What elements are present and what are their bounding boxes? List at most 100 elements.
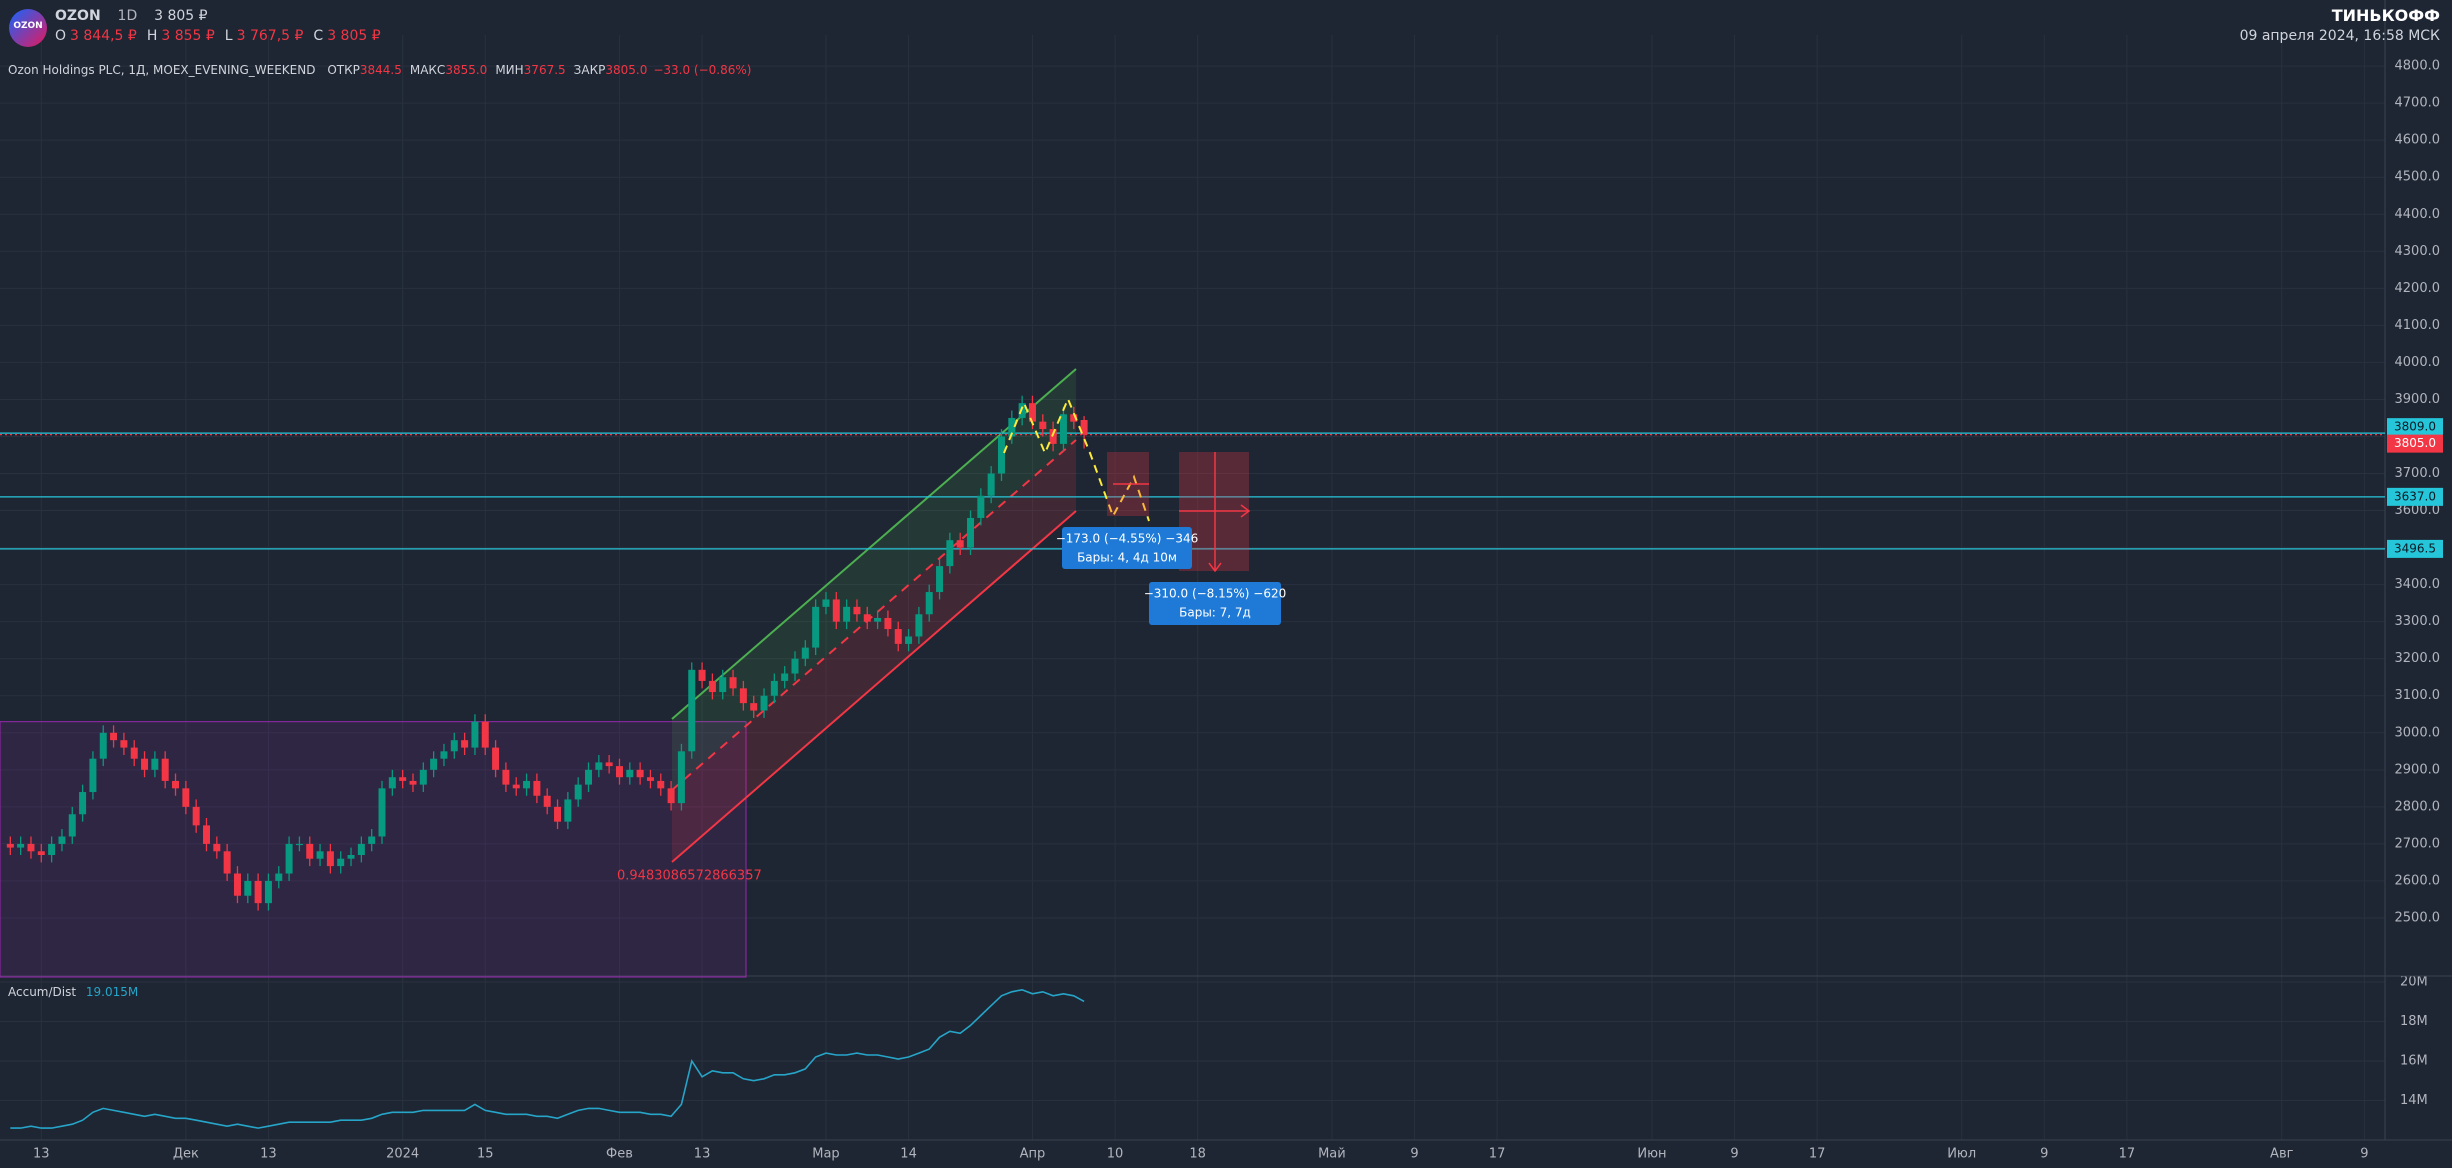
candle-body: [337, 858, 345, 867]
indicator-tick-label: 16M: [2400, 1053, 2428, 1068]
price-label-bg: [2387, 539, 2443, 558]
candle-body: [750, 703, 758, 711]
x-tick-label: Апр: [1020, 1147, 1046, 1162]
logo: OZON: [9, 9, 47, 47]
candle-body: [894, 629, 902, 644]
candle-body: [481, 721, 489, 748]
range-box: [0, 721, 747, 978]
candle-body: [801, 647, 809, 659]
candle-body: [182, 788, 190, 807]
candle-body: [574, 784, 582, 800]
candle-body: [843, 606, 851, 622]
legend-value: 3855.0: [445, 63, 488, 77]
candle-body: [440, 751, 448, 759]
candle-body: [233, 873, 241, 896]
candle-body: [419, 769, 427, 785]
candle-body: [967, 517, 975, 548]
x-tick-label: 9: [2360, 1147, 2368, 1162]
channel-fill-upper: [672, 369, 1076, 790]
candle-body: [347, 855, 355, 859]
candle-body: [739, 688, 747, 704]
candle-body: [110, 732, 118, 741]
indicator-tick-label: 20M: [2400, 974, 2428, 989]
candle-body: [667, 788, 675, 804]
measure-label-bg: [1062, 527, 1192, 569]
y-tick-label: 3400.0: [2395, 577, 2441, 592]
candle-body: [99, 732, 107, 759]
candle-body: [161, 758, 169, 781]
candle-body: [1008, 417, 1016, 437]
candle-body: [492, 747, 500, 770]
candle-body: [17, 843, 25, 848]
indicator-name: Accum/Dist: [8, 985, 77, 999]
channel-fill-lower: [672, 440, 1076, 862]
candle-body: [295, 843, 303, 846]
candle-body: [512, 784, 520, 789]
candle-body: [357, 843, 365, 855]
y-tick-label: 4400.0: [2395, 207, 2441, 222]
x-tick-label: 17: [1489, 1147, 1506, 1162]
candle-body: [636, 769, 644, 778]
candle-body: [688, 669, 696, 752]
candle-body: [977, 495, 985, 518]
indicator-legend: Accum/Dist 19.015M: [8, 985, 138, 999]
y-tick-label: 4000.0: [2395, 355, 2441, 370]
legend: Ozon Holdings PLC, 1Д, MOEX_EVENING_WEEK…: [8, 63, 751, 77]
candle-body: [172, 780, 180, 789]
measure-change: −173.0 (−4.55%) −346: [1056, 532, 1199, 546]
candle-body: [48, 843, 56, 855]
x-tick-label: 13: [694, 1147, 711, 1162]
y-tick-label: 4500.0: [2395, 170, 2441, 185]
ohlc-key: L: [224, 28, 233, 44]
ohlc-value: 3 805 ₽: [327, 28, 381, 44]
price: 3 805 ₽: [154, 8, 208, 24]
y-tick-label: 4200.0: [2395, 281, 2441, 296]
brand: ТИНЬКОФФ: [2331, 6, 2440, 25]
legend-change: −33.0 (−0.86%): [653, 63, 752, 77]
candle-body: [615, 766, 623, 778]
symbol: OZON: [55, 8, 101, 24]
candle-body: [37, 851, 45, 855]
indicator-value: 19.015M: [85, 985, 139, 999]
candle-body: [275, 873, 283, 881]
y-tick-label: 4700.0: [2395, 96, 2441, 111]
measure-change: −310.0 (−8.15%) −620: [1144, 587, 1287, 601]
candle-body: [120, 740, 128, 748]
y-tick-label: 3900.0: [2395, 392, 2441, 407]
candle-body: [368, 836, 376, 844]
candle-body: [502, 769, 510, 785]
legend-key: ЗАКР: [573, 63, 606, 77]
candle-body: [388, 777, 396, 789]
candle-body: [450, 740, 458, 752]
x-tick-label: 10: [1107, 1147, 1124, 1162]
candle-body: [1059, 414, 1067, 444]
candle-body: [729, 677, 737, 689]
candle-body: [874, 617, 882, 622]
y-tick-label: 3700.0: [2395, 466, 2441, 481]
candle-body: [863, 614, 871, 622]
x-tick-label: Мар: [812, 1147, 839, 1162]
candle-body: [1070, 414, 1078, 422]
measure-label-bg: [1149, 582, 1281, 625]
x-tick-label: 17: [2119, 1147, 2136, 1162]
candle-body: [925, 592, 933, 615]
x-tick-label: Июн: [1637, 1147, 1666, 1162]
candle-body: [285, 843, 293, 874]
x-tick-label: 9: [1410, 1147, 1418, 1162]
candle-body: [79, 792, 87, 815]
channel-lower: [671, 510, 1077, 863]
candle-body: [719, 677, 727, 693]
ohlc-value: 3 855 ₽: [161, 28, 215, 44]
candle-body: [936, 566, 944, 593]
candle-body: [956, 540, 964, 548]
logo-text: OZON: [13, 21, 43, 31]
x-tick-label: Июл: [1947, 1147, 1976, 1162]
measure-bars: Бары: 7, 7д: [1179, 606, 1251, 620]
candle-body: [708, 680, 716, 693]
candle-body: [1039, 421, 1047, 430]
arrow-head: [1208, 562, 1222, 573]
candle-body: [6, 843, 14, 848]
candle-body: [884, 617, 892, 630]
y-tick-label: 2600.0: [2395, 873, 2441, 888]
ohlc-key: O: [55, 28, 67, 44]
